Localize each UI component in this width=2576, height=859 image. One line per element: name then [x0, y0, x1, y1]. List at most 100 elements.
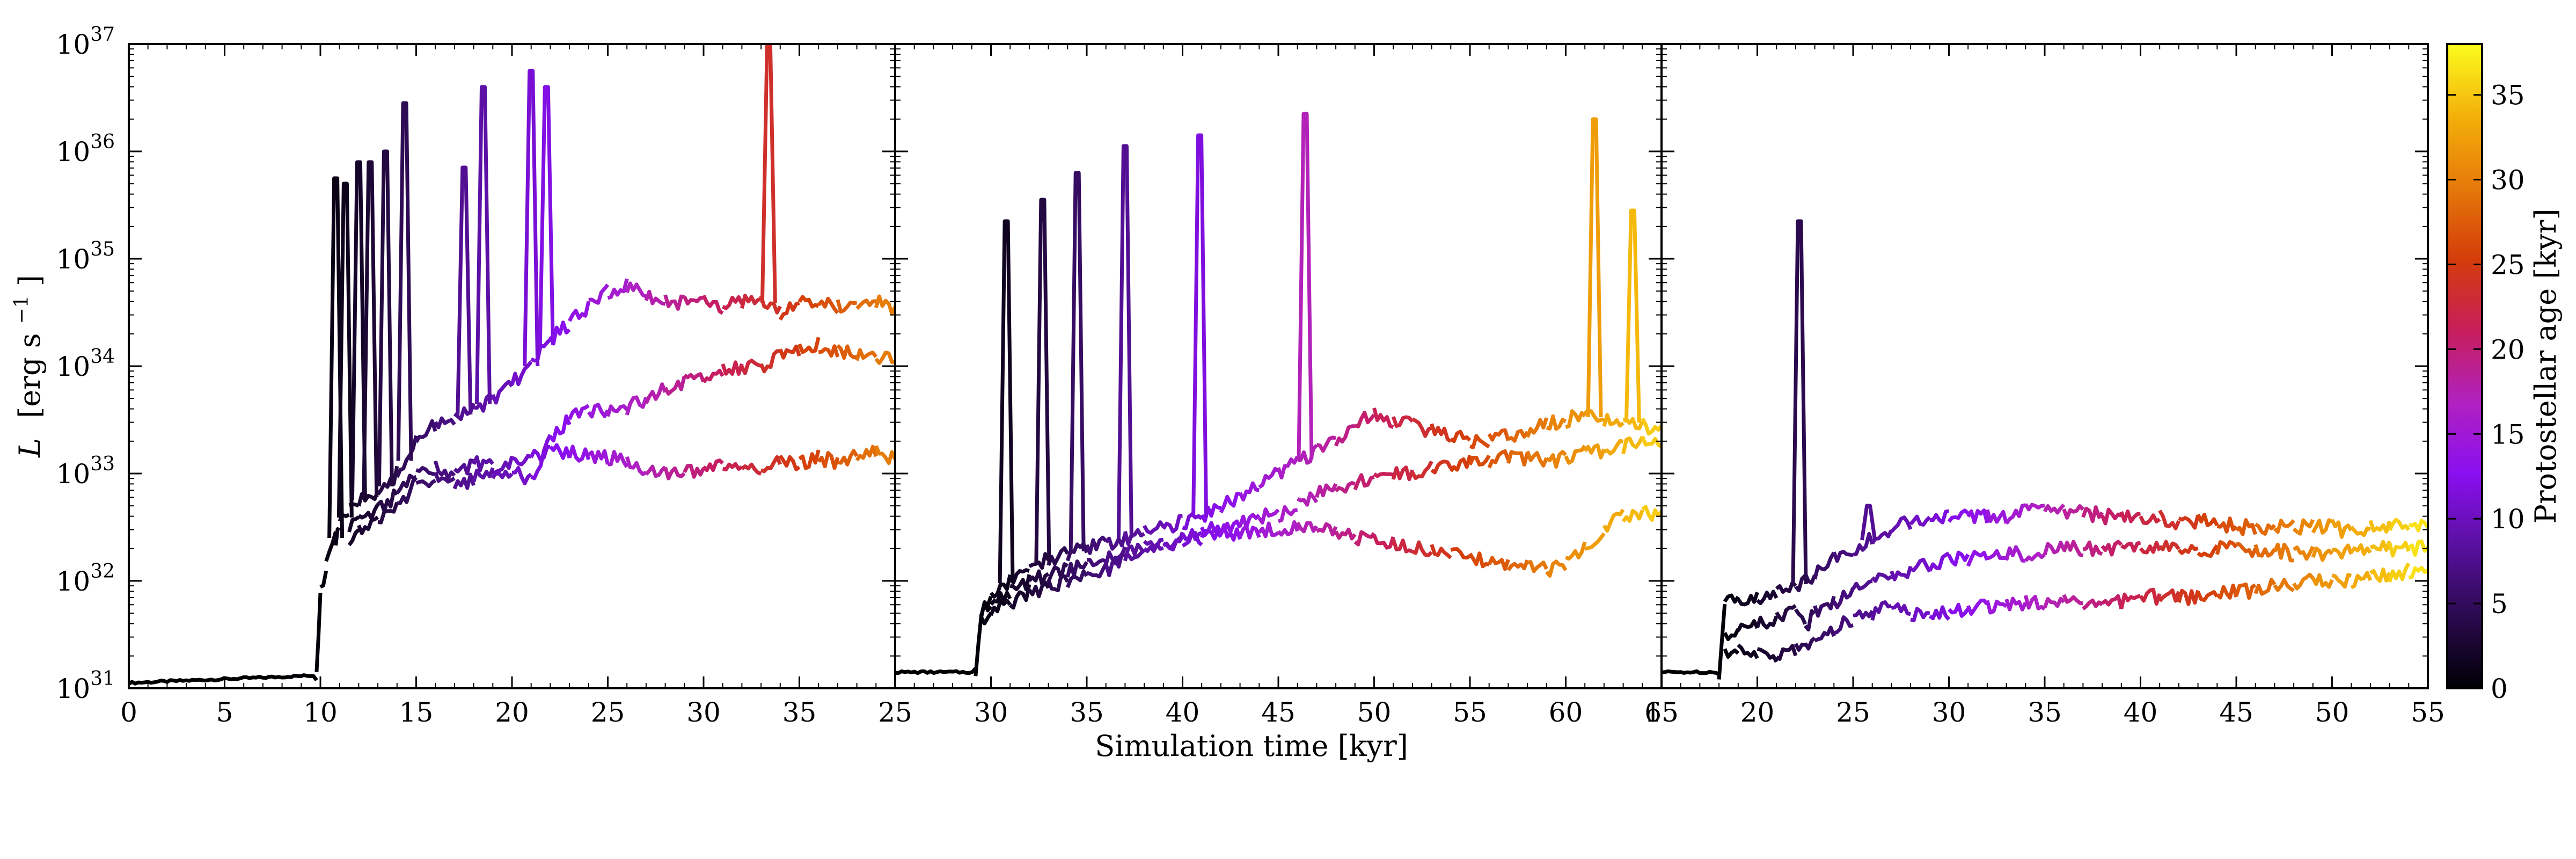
panel-frame: [1660, 43, 2429, 689]
series-2-segment: [1890, 565, 1913, 581]
series-1-segment: [1046, 546, 1070, 566]
series-3-segment: [2139, 587, 2162, 606]
series-2-segment: [2158, 540, 2180, 552]
y-tick-base: 10: [56, 458, 91, 490]
series-1-segment: [1258, 467, 1279, 489]
series-1-segment: [334, 527, 341, 546]
series-2-segment: [2293, 545, 2315, 561]
series-2-segment: [721, 360, 744, 376]
series-3-segment: [798, 449, 821, 470]
x-tick-label: 30: [974, 697, 1008, 728]
series-1-segment: [740, 294, 762, 309]
series-3-segment: [2273, 578, 2295, 593]
series-1-segment: [1853, 532, 1875, 557]
series-2-segment: [644, 382, 667, 404]
series-1-segment: [1276, 455, 1299, 480]
series-3-segment: [2311, 573, 2334, 589]
series-2-segment: [2139, 541, 2162, 555]
series-1-segment: [974, 614, 984, 676]
series-2-segment: [2273, 542, 2294, 563]
series-2-segment: [1353, 473, 1375, 491]
series-1-segment: [2408, 519, 2428, 533]
x-tick-label: 40: [2124, 697, 2158, 728]
series-2-segment: [2350, 543, 2372, 556]
series-2-segment: [1775, 604, 1797, 623]
series-1-segment: [588, 283, 610, 305]
series-3-segment: [1565, 541, 1587, 561]
series-3-segment: [625, 456, 647, 476]
series-1-segment: [2196, 513, 2219, 527]
series-3-segment: [1527, 560, 1548, 573]
series-1-segment: [395, 435, 418, 478]
colorbar-tick-label: 10: [2491, 504, 2525, 535]
series-2-segment: [1391, 465, 1415, 482]
series-3-segment: [2215, 584, 2238, 600]
series-2-segment: [1525, 450, 1549, 468]
series-3-segment: [817, 451, 840, 470]
series-3-segment: [347, 528, 360, 547]
x-tick-label: 50: [2315, 697, 2350, 728]
series-3-segment: [1162, 536, 1184, 552]
series-2-segment: [1641, 435, 1662, 449]
series-3-segment: [433, 471, 456, 484]
burst-spike: [396, 101, 413, 461]
series-1-segment: [1391, 415, 1414, 428]
series-2-segment: [548, 414, 572, 443]
series-3-segment: [472, 467, 495, 483]
series-2-segment: [683, 372, 706, 383]
series-3-segment: [2043, 596, 2066, 609]
y-tick-base: 10: [56, 136, 91, 168]
series-2-segment: [1065, 559, 1089, 578]
colorbar: 0 5 10 15 20 25 30 35 Protostellar age [kyr]: [2446, 43, 2563, 704]
series-3-segment: [1046, 573, 1070, 593]
series-2-segment: [1046, 562, 1069, 583]
series-3-segment: [2158, 588, 2181, 603]
series-3-segment: [1757, 647, 1779, 663]
series-3-segment: [2408, 565, 2428, 580]
x-tick-label: 45: [2219, 697, 2253, 728]
series-1-segment: [2043, 503, 2066, 515]
series-2-segment: [1297, 491, 1319, 507]
burst-spike: [456, 165, 473, 415]
series-2-segment: [2311, 547, 2334, 562]
series-3-segment: [1948, 602, 1970, 618]
series-3-segment: [1833, 615, 1854, 635]
burst-spike: [1791, 219, 1808, 585]
colorbar-label: Protostellar age [kyr]: [2529, 208, 2563, 523]
series-1-segment: [2254, 522, 2276, 536]
series-1-segment: [1316, 435, 1336, 453]
series-2-segment: [836, 344, 858, 360]
series-1-segment: [2235, 518, 2258, 536]
y-tick-label: 1031: [56, 668, 115, 704]
series-2-segment: [1794, 608, 1807, 625]
y-label-symbol: L: [13, 438, 47, 458]
series-3-segment: [2253, 578, 2277, 596]
y-tick-exp: 35: [90, 238, 115, 260]
series-3-segment: [1584, 532, 1606, 551]
burst-spike: [475, 85, 492, 404]
series-2-segment: [1028, 569, 1050, 586]
series-3-segment: [2388, 562, 2411, 583]
colorbar-tick-label: 30: [2491, 165, 2525, 196]
series-3-segment: [2369, 567, 2391, 583]
series-3-segment: [2119, 592, 2141, 610]
series-2-segment: [1723, 628, 1740, 642]
series-1-segment: [2350, 525, 2372, 537]
series-2-segment: [2369, 540, 2391, 552]
series-1-segment: [1947, 508, 1970, 523]
series-1-segment: [2368, 520, 2391, 534]
y-tick-exp: 33: [90, 453, 115, 475]
series-2-segment: [797, 337, 821, 354]
series-2-segment: [979, 600, 993, 616]
series-3-segment: [1238, 524, 1261, 540]
series-3-segment: [2234, 583, 2257, 600]
y-tick-exp: 31: [90, 668, 115, 690]
series-2-segment: [1009, 574, 1031, 592]
series-3-segment: [683, 463, 706, 479]
series-1-segment: [759, 295, 782, 315]
series-3-segment: [2023, 594, 2046, 611]
burst-spike: [1069, 171, 1086, 552]
series-3-segment: [1334, 527, 1357, 541]
series-2-segment: [1755, 615, 1779, 630]
series-2-segment: [2043, 541, 2066, 556]
